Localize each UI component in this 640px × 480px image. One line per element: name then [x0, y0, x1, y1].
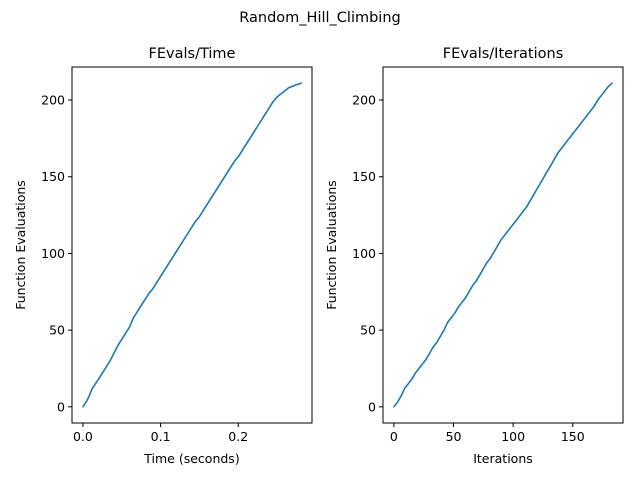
series-line	[393, 82, 613, 408]
x-axis-label: Time (seconds)	[143, 451, 239, 466]
y-tick-label: 100	[41, 246, 65, 261]
y-tick-label: 50	[360, 323, 376, 338]
x-tick-label: 50	[446, 429, 462, 444]
y-tick-label: 200	[41, 93, 65, 108]
x-tick-label: 100	[501, 429, 525, 444]
y-axis-ticks: 0 50 100 150 200	[352, 93, 383, 414]
panel-fevals-iterations: FEvals/Iterations 0 50 100 150 200 0 50 100 150…	[324, 46, 624, 466]
y-tick-label: 200	[352, 93, 376, 108]
panel-title: FEvals/Iterations	[443, 46, 564, 62]
y-tick-label: 0	[368, 399, 376, 414]
y-tick-label: 150	[352, 169, 376, 184]
y-axis-ticks: 0 50 100 150 200	[41, 93, 72, 414]
x-tick-label: 0.2	[228, 429, 248, 444]
axes-frame	[71, 66, 313, 424]
figure-suptitle: Random_Hill_Climbing	[239, 10, 400, 26]
y-tick-label: 150	[41, 169, 65, 184]
y-tick-label: 100	[352, 246, 376, 261]
series-lines	[82, 82, 302, 408]
panel-fevals-time: FEvals/Time 0 50 100 150 200 0.0 0.1 0.2 Time …	[13, 46, 313, 466]
panel-title: FEvals/Time	[149, 46, 236, 62]
y-tick-label: 50	[49, 323, 65, 338]
x-tick-label: 150	[561, 429, 585, 444]
x-tick-label: 0	[390, 429, 398, 444]
x-tick-label: 0.1	[151, 429, 171, 444]
axes-frame	[382, 66, 624, 424]
y-tick-label: 0	[57, 399, 65, 414]
series-line	[82, 82, 302, 408]
x-axis-label: Iterations	[473, 451, 533, 466]
y-axis-label: Function Evaluations	[13, 180, 28, 310]
x-axis-ticks: 0 50 100 150	[390, 423, 585, 444]
series-lines	[393, 82, 613, 408]
x-tick-label: 0.0	[73, 429, 93, 444]
y-axis-label: Function Evaluations	[324, 180, 339, 310]
x-axis-ticks: 0.0 0.1 0.2	[73, 423, 248, 444]
